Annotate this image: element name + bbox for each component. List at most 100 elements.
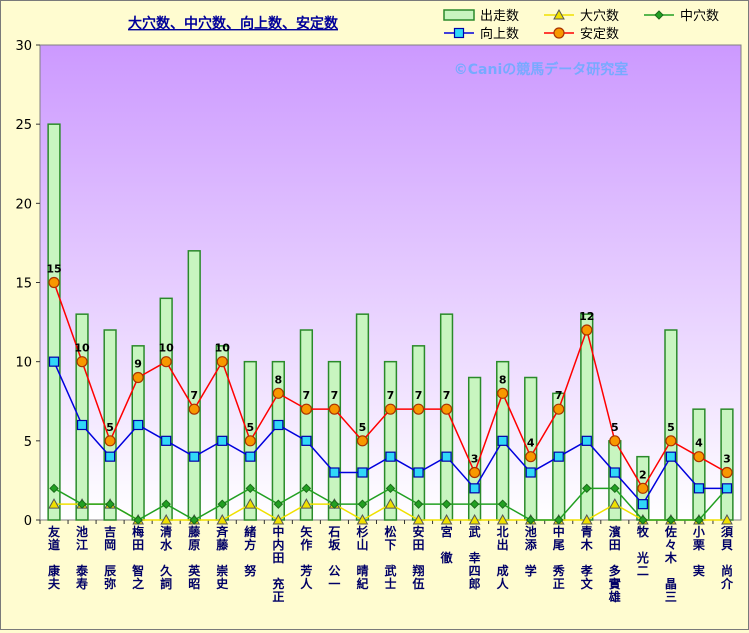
- legend-marker-chuana: [654, 10, 664, 20]
- y-tick-label: 5: [24, 435, 32, 450]
- bar-shusso: [47, 123, 61, 521]
- y-tick-label: 10: [15, 356, 32, 371]
- data-label-antei: 3: [471, 453, 479, 466]
- marker-chuana: [610, 483, 620, 494]
- marker-antei: [216, 356, 228, 368]
- legend-label: 大穴数: [580, 9, 619, 24]
- marker-antei: [272, 387, 284, 399]
- chart-title: 大穴数、中穴数、向上数、安定数: [128, 15, 339, 32]
- marker-chuana: [525, 515, 536, 525]
- marker-kojo: [693, 483, 705, 494]
- x-tick-label: 池江 泰寿: [75, 524, 89, 591]
- marker-antei: [637, 482, 649, 494]
- x-tick-label: 武 幸四郎: [469, 524, 481, 591]
- x-tick-label: 清水 久詞: [160, 524, 173, 591]
- bar-shusso: [299, 329, 314, 521]
- x-tick-label: 安田 翔伍: [412, 524, 425, 591]
- marker-kojo: [441, 451, 452, 462]
- marker-antei: [469, 466, 481, 479]
- marker-antei: [440, 403, 453, 415]
- marker-kojo: [385, 451, 396, 462]
- marker-antei: [721, 466, 733, 479]
- marker-chuana: [694, 515, 704, 525]
- x-tick-label: 吉岡 辰弥: [104, 524, 116, 591]
- marker-chuana: [189, 515, 199, 525]
- marker-antei: [328, 403, 341, 415]
- marker-antei: [160, 356, 172, 368]
- x-tick-label: 濱田 多實雄: [608, 524, 621, 604]
- bar-shusso: [159, 297, 173, 521]
- marker-kojo: [217, 435, 228, 446]
- x-tick-label: 青木 孝文: [580, 524, 594, 591]
- marker-chuana: [77, 499, 87, 509]
- data-label-antei: 8: [275, 373, 283, 386]
- marker-chuana: [582, 483, 592, 494]
- marker-antei: [412, 403, 425, 415]
- x-tick-label: 緒方 努: [244, 524, 256, 578]
- marker-daiana: [496, 513, 509, 525]
- marker-kojo: [189, 451, 200, 462]
- x-tick-label: 北出 成人: [497, 524, 510, 591]
- marker-daiana: [216, 513, 229, 525]
- marker-kojo: [161, 435, 172, 446]
- x-tick-label: 中尾 秀正: [552, 524, 566, 591]
- data-label-antei: 7: [331, 389, 339, 402]
- marker-daiana: [721, 513, 733, 525]
- marker-antei: [609, 435, 621, 447]
- marker-kojo: [133, 419, 144, 431]
- marker-antei: [76, 356, 88, 368]
- marker-daiana: [412, 513, 425, 525]
- x-tick-label: 中内田 充正: [272, 524, 284, 604]
- y-tick-label: 25: [15, 118, 32, 133]
- marker-chuana: [385, 483, 396, 494]
- legend-marker-kojo: [453, 27, 465, 39]
- data-label-antei: 5: [611, 421, 619, 434]
- marker-antei: [132, 371, 144, 384]
- legend-label: 安定数: [580, 27, 619, 42]
- x-tick-label: 松下 武士: [384, 524, 396, 591]
- marker-chuana: [245, 483, 256, 494]
- x-tick-label: 宮 徹: [440, 524, 454, 565]
- marker-kojo: [637, 499, 648, 510]
- x-tick-label: 須貝 尚介: [720, 525, 734, 591]
- legend-marker-daiana: [553, 8, 565, 20]
- bar-shusso: [75, 313, 89, 521]
- x-tick-label: 池添 学: [525, 524, 538, 578]
- data-label-antei: 12: [579, 310, 594, 323]
- marker-daiana: [48, 498, 60, 509]
- marker-kojo: [553, 451, 564, 462]
- marker-kojo: [48, 356, 60, 367]
- bar-shusso: [467, 376, 482, 521]
- marker-chuana: [105, 499, 115, 509]
- data-label-antei: 5: [359, 421, 367, 434]
- marker-kojo: [525, 467, 536, 478]
- marker-kojo: [273, 419, 284, 431]
- data-label-antei: 7: [190, 389, 198, 402]
- marker-chuana: [301, 483, 312, 494]
- data-label-antei: 3: [723, 453, 731, 466]
- marker-kojo: [301, 435, 312, 446]
- marker-daiana: [468, 513, 481, 525]
- marker-antei: [553, 403, 565, 415]
- data-label-antei: 7: [303, 389, 311, 402]
- x-tick-label: 小栗 実: [693, 524, 705, 578]
- legend-label: 中穴数: [680, 9, 719, 24]
- data-label-antei: 4: [695, 437, 703, 450]
- marker-kojo: [104, 451, 116, 462]
- marker-kojo: [76, 419, 88, 431]
- marker-kojo: [581, 435, 592, 446]
- bar-shusso: [411, 345, 426, 521]
- data-label-antei: 10: [159, 342, 175, 355]
- y-tick-label: 20: [15, 197, 32, 212]
- x-tick-label: 矢作 芳人: [300, 524, 313, 591]
- marker-chuana: [133, 515, 143, 525]
- marker-daiana: [356, 513, 369, 525]
- x-tick-label: 友道 康夫: [47, 524, 61, 591]
- marker-chuana: [413, 499, 424, 509]
- marker-antei: [300, 403, 312, 415]
- bar-shusso: [327, 360, 342, 521]
- marker-chuana: [666, 515, 676, 525]
- x-tick-label: 杉山 晴紀: [356, 524, 368, 591]
- marker-antei: [356, 435, 369, 447]
